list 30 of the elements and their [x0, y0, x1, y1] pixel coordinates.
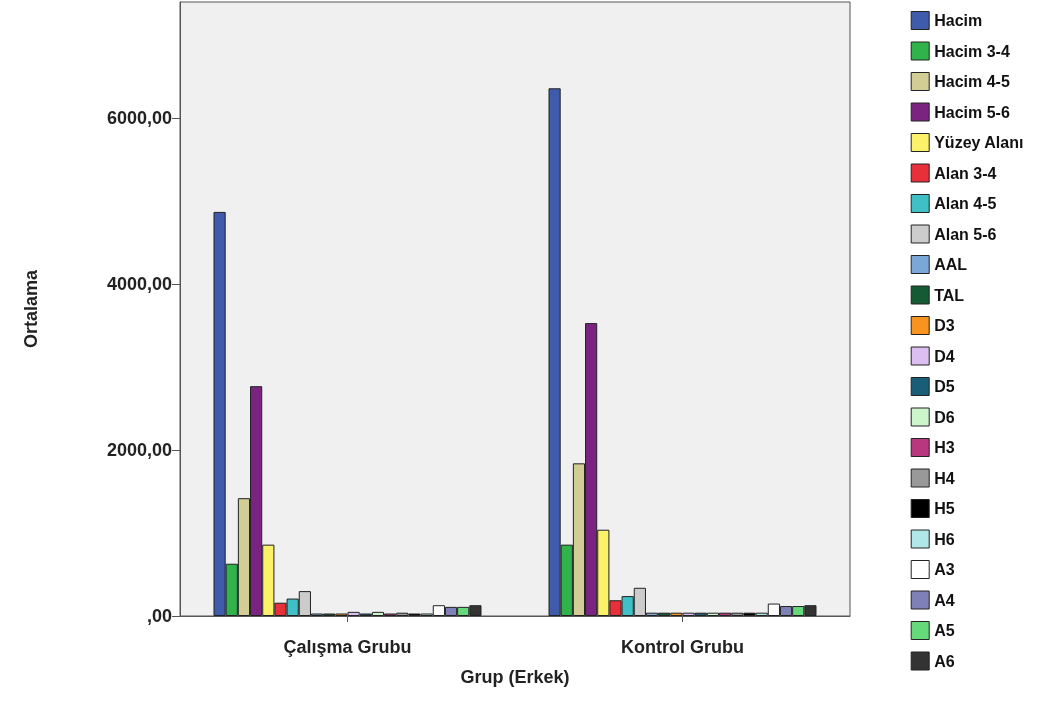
legend-label: A4 — [934, 591, 955, 609]
legend-label: TAL — [934, 286, 965, 304]
legend-label: A5 — [934, 622, 955, 639]
legend-label: H6 — [934, 530, 955, 548]
legend-label: H5 — [934, 500, 955, 517]
x-tick-label: Çalışma Grubu — [283, 637, 412, 657]
legend-label: Alan 3-4 — [934, 164, 997, 182]
legend-label: Alan 5-6 — [934, 225, 997, 243]
y-tick-label: 4000,00 — [106, 274, 172, 295]
y-tick-label: ,00 — [146, 606, 172, 626]
x-tick-label: Kontrol Grubu — [621, 637, 744, 657]
legend-label: Yüzey Alanı — [934, 134, 1024, 151]
legend-label: D3 — [934, 317, 955, 334]
legend-label: H3 — [934, 439, 955, 456]
legend-label: H4 — [934, 469, 955, 487]
legend-label: Hacim 5-6 — [934, 103, 1010, 121]
x-axis-title: Grup (Erkek) — [460, 667, 570, 687]
legend-label: D4 — [934, 347, 955, 365]
legend-label: AAL — [934, 256, 968, 273]
legend-label: D5 — [934, 378, 955, 395]
y-tick-label: 2000,00 — [106, 440, 172, 461]
legend-label: Alan 4-5 — [934, 195, 997, 212]
y-axis-title: Ortalama — [21, 269, 41, 349]
legend-label: A6 — [934, 652, 955, 670]
y-tick-label: 6000,00 — [106, 108, 172, 129]
legend-label: Hacim — [934, 12, 983, 29]
legend-label: Hacim 3-4 — [934, 42, 1010, 60]
legend-label: Hacim 4-5 — [934, 73, 1010, 90]
legend-label: A3 — [934, 561, 955, 578]
legend-label: D6 — [934, 408, 955, 426]
